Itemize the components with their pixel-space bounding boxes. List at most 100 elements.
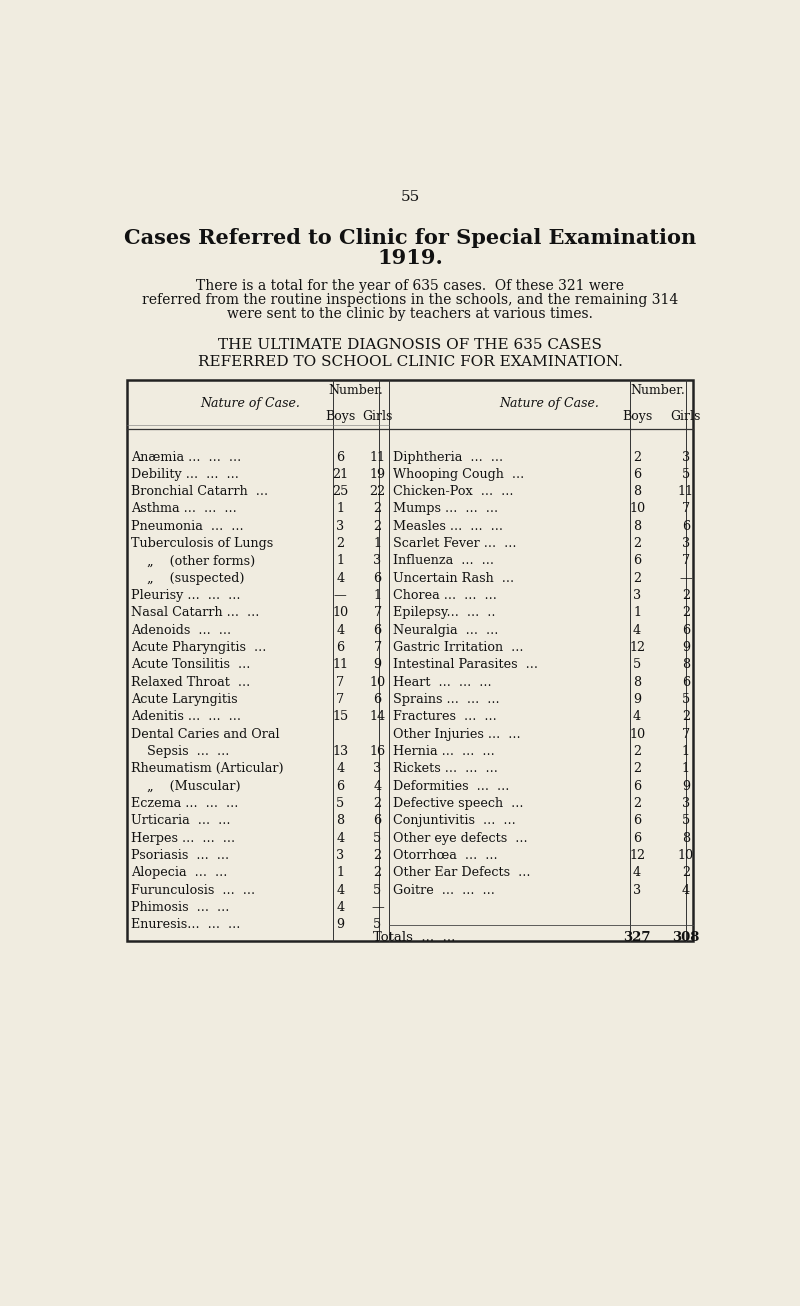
Text: Deformities  ...  ...: Deformities ... ... — [393, 780, 510, 793]
Text: 1: 1 — [336, 503, 344, 516]
Text: 4: 4 — [336, 901, 344, 914]
Text: Intestinal Parasites  ...: Intestinal Parasites ... — [393, 658, 538, 671]
Text: Relaxed Throat  ...: Relaxed Throat ... — [131, 675, 250, 688]
Text: REFERRED TO SCHOOL CLINIC FOR EXAMINATION.: REFERRED TO SCHOOL CLINIC FOR EXAMINATIO… — [198, 354, 622, 368]
Text: Nasal Catarrh ...  ...: Nasal Catarrh ... ... — [131, 606, 259, 619]
Text: 8: 8 — [682, 658, 690, 671]
Text: 4: 4 — [633, 866, 641, 879]
Text: Psoriasis  ...  ...: Psoriasis ... ... — [131, 849, 229, 862]
Text: Phimosis  ...  ...: Phimosis ... ... — [131, 901, 230, 914]
Text: 22: 22 — [370, 485, 386, 498]
Text: 5: 5 — [682, 815, 690, 827]
Text: 1919.: 1919. — [377, 248, 443, 268]
Text: 4: 4 — [336, 884, 344, 897]
Text: 5: 5 — [633, 658, 642, 671]
Text: 5: 5 — [682, 468, 690, 481]
Text: 21: 21 — [332, 468, 348, 481]
Text: 6: 6 — [336, 641, 344, 654]
Text: Acute Pharyngitis  ...: Acute Pharyngitis ... — [131, 641, 266, 654]
Text: 1: 1 — [336, 555, 344, 568]
Text: 9: 9 — [633, 693, 641, 707]
Text: Asthma ...  ...  ...: Asthma ... ... ... — [131, 503, 237, 516]
Text: 8: 8 — [682, 832, 690, 845]
Text: 7: 7 — [374, 641, 382, 654]
Text: „    (suspected): „ (suspected) — [131, 572, 245, 585]
Text: 2: 2 — [682, 606, 690, 619]
Text: Epilepsy...  ...  ..: Epilepsy... ... .. — [393, 606, 495, 619]
Text: Cases Referred to Clinic for Special Examination: Cases Referred to Clinic for Special Exa… — [124, 227, 696, 248]
Text: 4: 4 — [336, 572, 344, 585]
Text: 6: 6 — [633, 780, 641, 793]
Text: 6: 6 — [336, 780, 344, 793]
Text: 4: 4 — [682, 884, 690, 897]
Text: —: — — [334, 589, 346, 602]
Text: Uncertain Rash  ...: Uncertain Rash ... — [393, 572, 514, 585]
Text: 2: 2 — [633, 451, 641, 464]
Text: 1: 1 — [682, 744, 690, 757]
Text: 10: 10 — [629, 503, 645, 516]
Text: 6: 6 — [374, 815, 382, 827]
Text: 14: 14 — [370, 710, 386, 724]
Text: Herpes ...  ...  ...: Herpes ... ... ... — [131, 832, 235, 845]
Text: 2: 2 — [374, 503, 382, 516]
Text: Totals  ...  ...: Totals ... ... — [373, 931, 455, 944]
Text: Defective speech  ...: Defective speech ... — [393, 797, 523, 810]
Text: 10: 10 — [629, 727, 645, 741]
Text: Bronchial Catarrh  ...: Bronchial Catarrh ... — [131, 485, 268, 498]
Text: referred from the routine inspections in the schools, and the remaining 314: referred from the routine inspections in… — [142, 293, 678, 307]
Text: Sprains ...  ...  ...: Sprains ... ... ... — [393, 693, 499, 707]
Text: Other Injuries ...  ...: Other Injuries ... ... — [393, 727, 521, 741]
Text: 6: 6 — [682, 675, 690, 688]
Text: Urticaria  ...  ...: Urticaria ... ... — [131, 815, 230, 827]
Text: Diphtheria  ...  ...: Diphtheria ... ... — [393, 451, 503, 464]
Text: 8: 8 — [633, 520, 641, 533]
Text: 2: 2 — [633, 797, 641, 810]
Text: 6: 6 — [633, 555, 641, 568]
Text: 6: 6 — [374, 624, 382, 637]
Text: 7: 7 — [336, 693, 344, 707]
Text: Boys: Boys — [325, 410, 355, 423]
Text: 10: 10 — [678, 849, 694, 862]
Text: Chorea ...  ...  ...: Chorea ... ... ... — [393, 589, 497, 602]
Text: 4: 4 — [374, 780, 382, 793]
Text: 11: 11 — [678, 485, 694, 498]
Text: 2: 2 — [633, 572, 641, 585]
Text: Influenza  ...  ...: Influenza ... ... — [393, 555, 494, 568]
Text: 3: 3 — [633, 589, 641, 602]
Text: Tuberculosis of Lungs: Tuberculosis of Lungs — [131, 537, 274, 550]
Text: Scarlet Fever ...  ...: Scarlet Fever ... ... — [393, 537, 517, 550]
Text: 6: 6 — [633, 832, 641, 845]
Text: 8: 8 — [633, 485, 641, 498]
Text: Alopecia  ...  ...: Alopecia ... ... — [131, 866, 227, 879]
Text: 2: 2 — [633, 537, 641, 550]
Text: Acute Laryngitis: Acute Laryngitis — [131, 693, 238, 707]
Text: 9: 9 — [682, 780, 690, 793]
Text: Acute Tonsilitis  ...: Acute Tonsilitis ... — [131, 658, 250, 671]
Text: 8: 8 — [336, 815, 344, 827]
Text: 4: 4 — [633, 624, 641, 637]
Text: Measles ...  ...  ...: Measles ... ... ... — [393, 520, 503, 533]
Text: 6: 6 — [374, 572, 382, 585]
Text: 3: 3 — [374, 763, 382, 776]
Text: 4: 4 — [336, 763, 344, 776]
Text: 7: 7 — [682, 555, 690, 568]
Text: 6: 6 — [682, 624, 690, 637]
Text: 55: 55 — [400, 189, 420, 204]
Text: Number.: Number. — [630, 384, 686, 397]
Text: 25: 25 — [332, 485, 349, 498]
Text: Girls: Girls — [670, 410, 701, 423]
Text: Sepsis  ...  ...: Sepsis ... ... — [131, 744, 230, 757]
Text: Pneumonia  ...  ...: Pneumonia ... ... — [131, 520, 244, 533]
Text: 11: 11 — [332, 658, 348, 671]
Text: 6: 6 — [374, 693, 382, 707]
Text: There is a total for the year of 635 cases.  Of these 321 were: There is a total for the year of 635 cas… — [196, 279, 624, 293]
Text: 4: 4 — [336, 832, 344, 845]
Text: 3: 3 — [682, 537, 690, 550]
Text: Anæmia ...  ...  ...: Anæmia ... ... ... — [131, 451, 242, 464]
Text: Fractures  ...  ...: Fractures ... ... — [393, 710, 497, 724]
Text: 2: 2 — [633, 744, 641, 757]
Text: Debility ...  ...  ...: Debility ... ... ... — [131, 468, 239, 481]
Text: 11: 11 — [370, 451, 386, 464]
Text: 7: 7 — [682, 503, 690, 516]
Text: Heart  ...  ...  ...: Heart ... ... ... — [393, 675, 491, 688]
